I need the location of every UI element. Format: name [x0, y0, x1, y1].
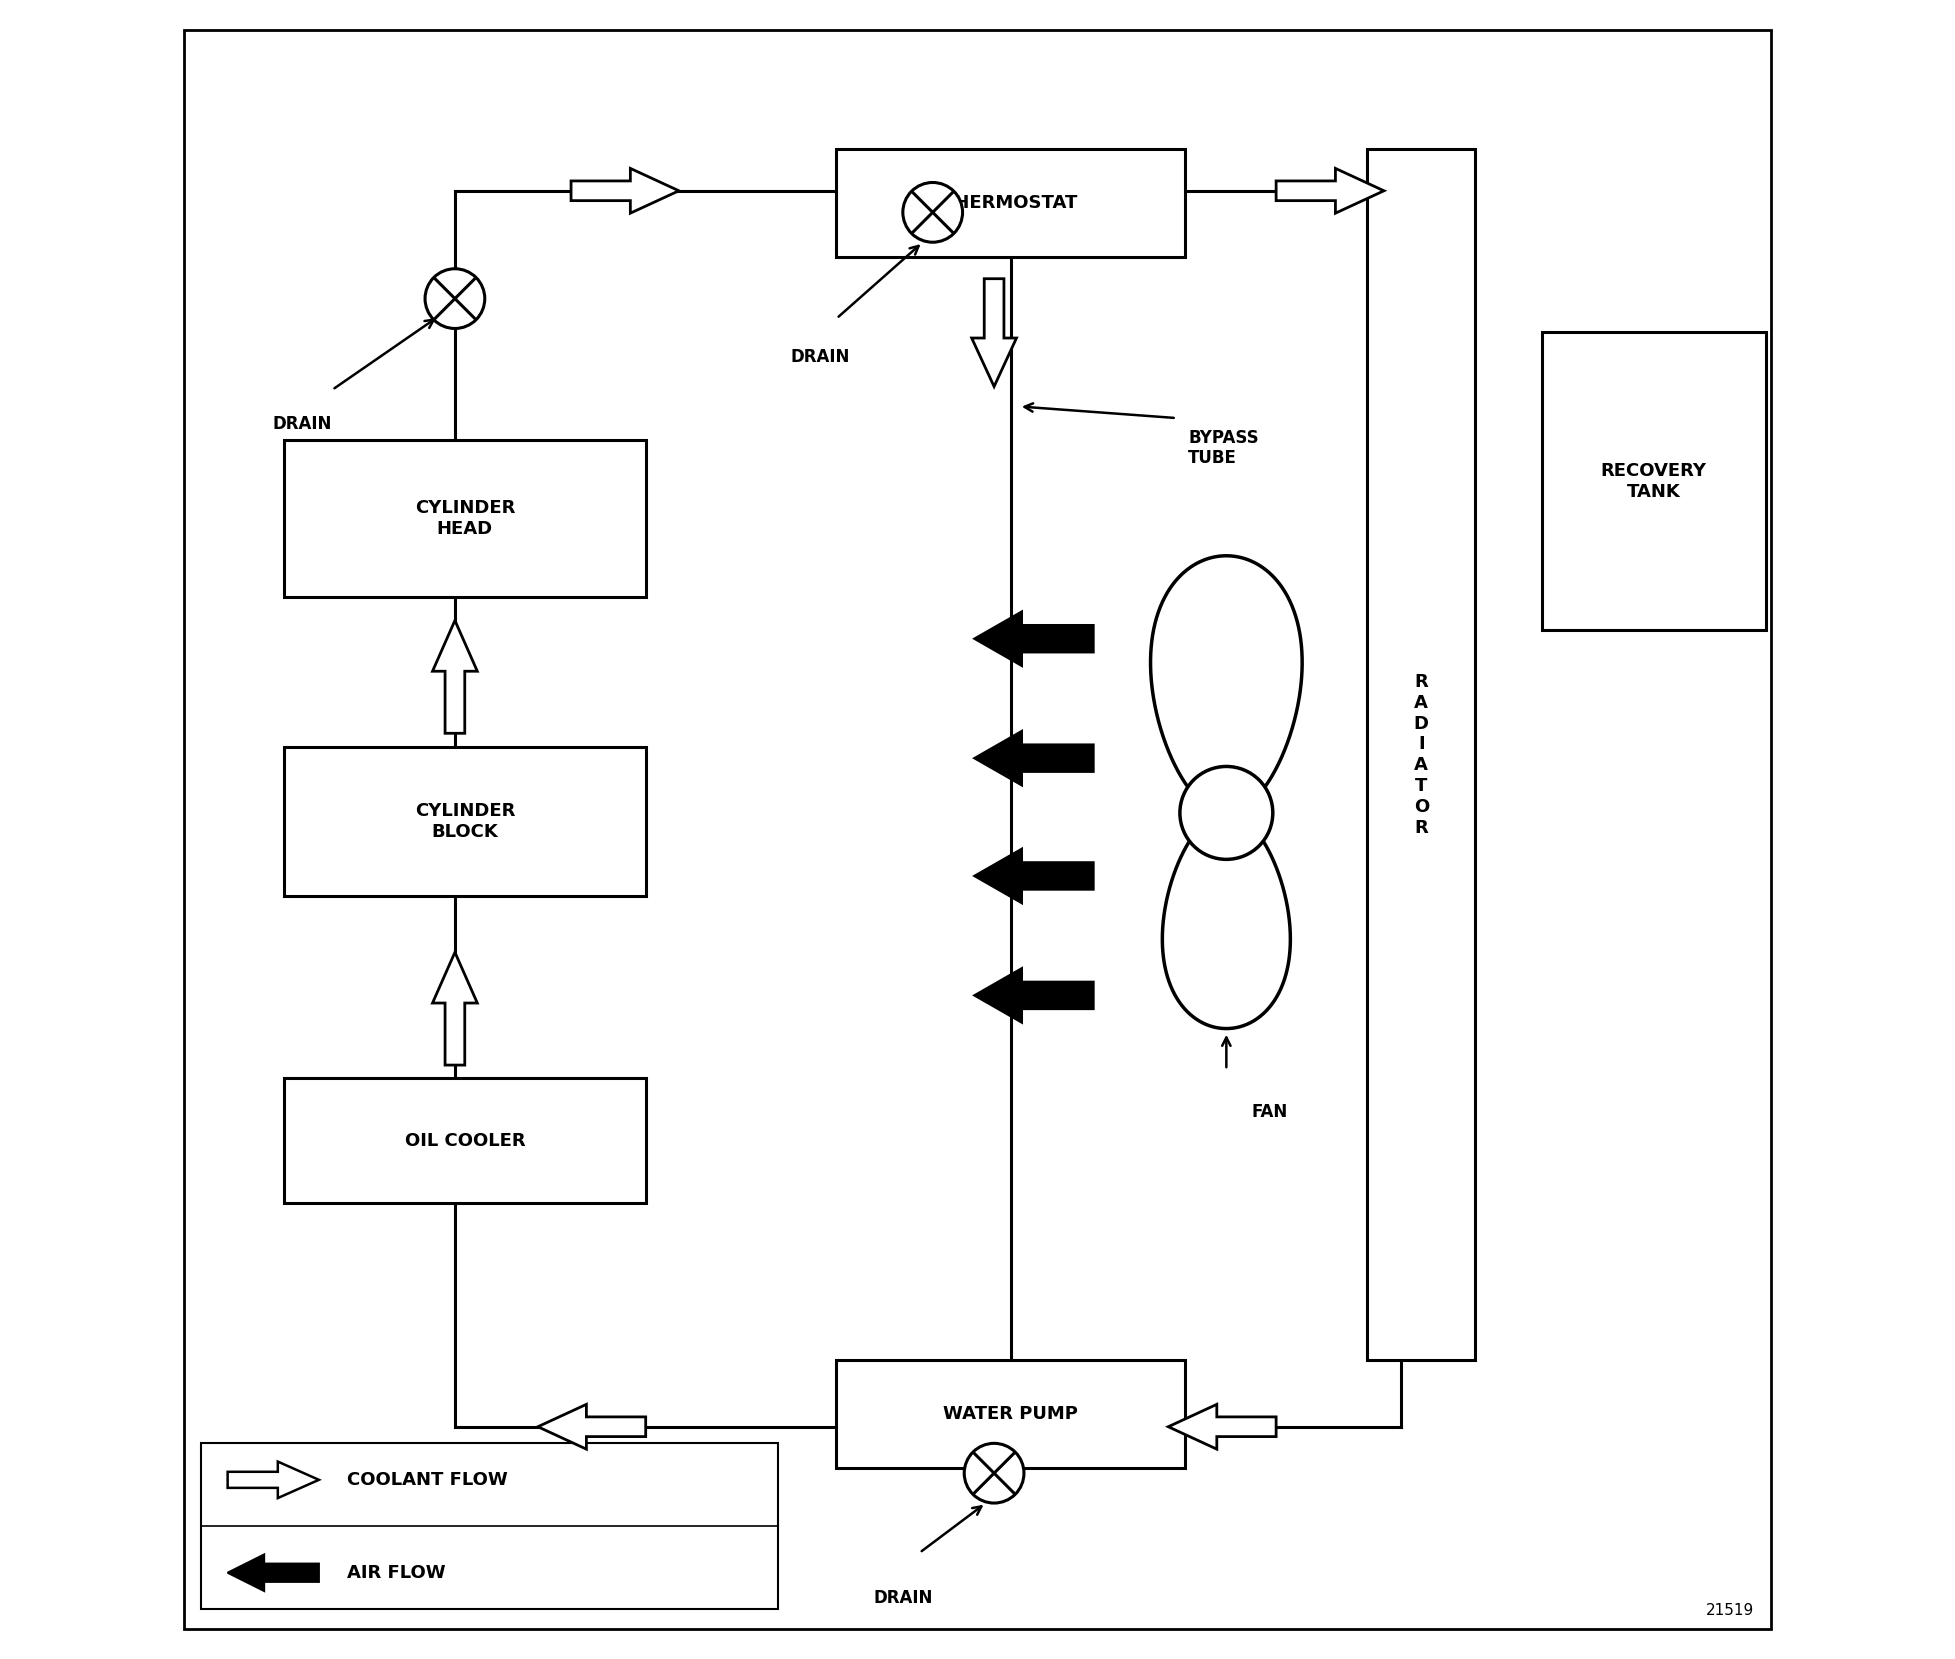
Circle shape	[903, 182, 962, 242]
Polygon shape	[1169, 1404, 1277, 1450]
Text: CYLINDER
BLOCK: CYLINDER BLOCK	[414, 801, 514, 841]
Text: DRAIN: DRAIN	[874, 1589, 933, 1608]
Polygon shape	[974, 967, 1093, 1022]
Polygon shape	[974, 849, 1093, 902]
Bar	[283, 747, 645, 896]
Polygon shape	[538, 1404, 645, 1450]
Text: BYPASS
TUBE: BYPASS TUBE	[1189, 428, 1259, 468]
Text: WATER PUMP: WATER PUMP	[942, 1405, 1077, 1423]
Text: RECOVERY
TANK: RECOVERY TANK	[1601, 461, 1707, 501]
Circle shape	[1181, 766, 1273, 859]
Polygon shape	[227, 1554, 319, 1591]
Polygon shape	[974, 730, 1093, 785]
Polygon shape	[1277, 169, 1384, 212]
Bar	[1542, 332, 1765, 630]
Circle shape	[964, 1443, 1024, 1503]
Bar	[283, 1078, 645, 1203]
Bar	[837, 1360, 1185, 1468]
Polygon shape	[972, 279, 1017, 387]
Text: DRAIN: DRAIN	[272, 415, 332, 433]
Polygon shape	[432, 952, 477, 1065]
Bar	[283, 440, 645, 597]
Text: DRAIN: DRAIN	[790, 348, 850, 367]
Bar	[1367, 149, 1476, 1360]
Circle shape	[424, 269, 485, 328]
Bar	[837, 149, 1185, 257]
Text: 21519: 21519	[1705, 1603, 1754, 1618]
Text: R
A
D
I
A
T
O
R: R A D I A T O R	[1413, 674, 1429, 836]
Text: OIL COOLER: OIL COOLER	[405, 1131, 526, 1150]
Text: FAN: FAN	[1251, 1103, 1288, 1121]
Polygon shape	[974, 612, 1093, 665]
Text: COOLANT FLOW: COOLANT FLOW	[348, 1472, 508, 1488]
Polygon shape	[432, 620, 477, 733]
Text: CYLINDER
HEAD: CYLINDER HEAD	[414, 499, 514, 538]
Bar	[201, 1443, 778, 1609]
Polygon shape	[571, 169, 678, 212]
Polygon shape	[227, 1462, 319, 1498]
Text: AIR FLOW: AIR FLOW	[348, 1564, 446, 1581]
Text: THERMOSTAT: THERMOSTAT	[942, 194, 1079, 212]
